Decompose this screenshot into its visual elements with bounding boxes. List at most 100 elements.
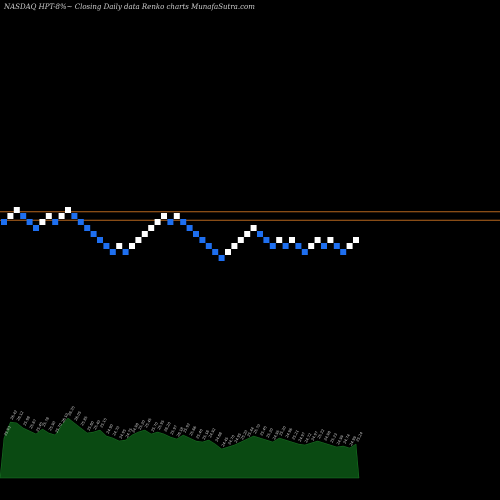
- volume-label: 24.75: [125, 427, 133, 438]
- volume-label: 25.85: [80, 415, 88, 426]
- volume-label: 25.44: [247, 426, 256, 438]
- renko-brick-up: [116, 243, 123, 249]
- volume-label: 25.93: [3, 425, 11, 436]
- renko-brick-down: [97, 237, 103, 243]
- volume-label: 24.99: [336, 434, 345, 446]
- volume-label: 25.45: [144, 417, 152, 428]
- renko-brick-down: [205, 243, 212, 249]
- volume-label: 25.21: [291, 429, 299, 440]
- renko-brick-up: [289, 237, 295, 243]
- renko-brick-down: [33, 225, 39, 231]
- volume-label: 25.20: [240, 429, 249, 441]
- volume-label: 25.20: [279, 425, 288, 437]
- chart-title: NASDAQ HPT-8%~ Closing Daily data Renko …: [4, 3, 255, 11]
- renko-brick-up: [141, 231, 148, 237]
- volume-label: 24.92: [208, 427, 216, 438]
- renko-brick-down: [180, 219, 187, 225]
- volume-label: 25.70: [55, 422, 64, 434]
- volume-label: 25.97: [170, 424, 178, 435]
- volume-label: 25.20: [266, 427, 275, 439]
- volume-label: 24.96: [285, 427, 294, 439]
- volume-label: 26.18: [176, 426, 185, 438]
- volume-label: 25.16: [202, 429, 211, 441]
- volume-label: 24.97: [298, 431, 306, 442]
- renko-brick-up: [353, 237, 359, 243]
- volume-label: 26.20: [163, 421, 172, 433]
- renko-brick-down: [186, 225, 193, 231]
- volume-label: 26.10: [61, 412, 70, 424]
- volume-label: 24.95: [272, 429, 280, 440]
- volume-label: 25.90: [48, 420, 57, 432]
- renko-bricks: [1, 207, 359, 261]
- renko-brick-up: [148, 225, 155, 231]
- volume-label: 25.23: [330, 432, 338, 443]
- volume-label: 24.97: [311, 430, 319, 441]
- volume-label: 25.98: [23, 415, 32, 427]
- renko-brick-down: [90, 231, 97, 237]
- renko-brick-down: [263, 237, 270, 243]
- volume-label: 26.35: [67, 405, 75, 416]
- renko-brick-down: [218, 255, 225, 261]
- renko-brick-down: [84, 225, 91, 231]
- volume-label: 25.20: [138, 419, 147, 431]
- volume-label: 24.45: [221, 436, 229, 447]
- volume-label: 25.40: [93, 419, 102, 431]
- renko-brick-down: [321, 243, 327, 249]
- renko-brick-down: [1, 219, 7, 225]
- volume-label: 25.45: [259, 425, 267, 436]
- renko-brick-down: [282, 243, 289, 249]
- renko-brick-up: [7, 213, 14, 219]
- renko-brick-down: [193, 231, 199, 237]
- volume-label: 24.70: [227, 434, 236, 446]
- volume-label: 25.67: [29, 419, 37, 430]
- renko-brick-up: [327, 237, 334, 243]
- renko-brick-down: [52, 219, 59, 225]
- renko-brick-down: [257, 231, 263, 237]
- renko-brick-up: [154, 219, 161, 225]
- renko-brick-up: [39, 219, 46, 225]
- renko-brick-up: [161, 213, 167, 219]
- renko-brick-down: [212, 249, 219, 255]
- volume-label: 25.95: [157, 419, 165, 430]
- renko-brick-down: [301, 249, 308, 255]
- renko-brick-up: [13, 207, 20, 213]
- renko-brick-up: [244, 231, 251, 237]
- volume-label: 24.74: [343, 433, 352, 445]
- volume-label: 26.05: [74, 410, 82, 421]
- volume-label: 25.70: [151, 421, 160, 433]
- renko-brick-down: [122, 249, 129, 255]
- renko-brick-up: [45, 213, 52, 219]
- renko-brick-down: [269, 243, 276, 249]
- renko-brick-down: [71, 213, 78, 219]
- volume-label: 24.95: [234, 432, 242, 443]
- renko-brick-up: [135, 237, 142, 243]
- volume-label: 25.70: [253, 423, 262, 435]
- renko-brick-down: [333, 243, 340, 249]
- volume-label: 24.99: [349, 435, 358, 447]
- volume-label: 25.66: [189, 425, 198, 437]
- volume-label: 24.72: [304, 432, 312, 443]
- volume-label: 25.78: [42, 416, 51, 428]
- volume-label: 24.98: [131, 422, 140, 434]
- renko-brick-up: [225, 249, 231, 255]
- volume-area-shape: [0, 417, 360, 479]
- renko-brick-up: [250, 225, 257, 231]
- volume-label: 25.15: [99, 417, 107, 428]
- renko-brick-up: [231, 243, 238, 249]
- volume-label: 25.92: [183, 422, 191, 433]
- volume-label: 26.42: [10, 409, 18, 420]
- renko-brick-up: [58, 213, 65, 219]
- volume-label: 25.22: [317, 428, 325, 439]
- renko-brick-down: [199, 237, 206, 243]
- renko-brick-down: [20, 213, 27, 219]
- volume-label: 26.12: [16, 410, 24, 421]
- renko-brick-up: [314, 237, 321, 243]
- renko-brick-down: [26, 219, 33, 225]
- renko-brick-up: [173, 213, 180, 219]
- renko-brick-up: [346, 243, 353, 249]
- renko-brick-up: [237, 237, 244, 243]
- volume-label: 25.24: [355, 431, 364, 443]
